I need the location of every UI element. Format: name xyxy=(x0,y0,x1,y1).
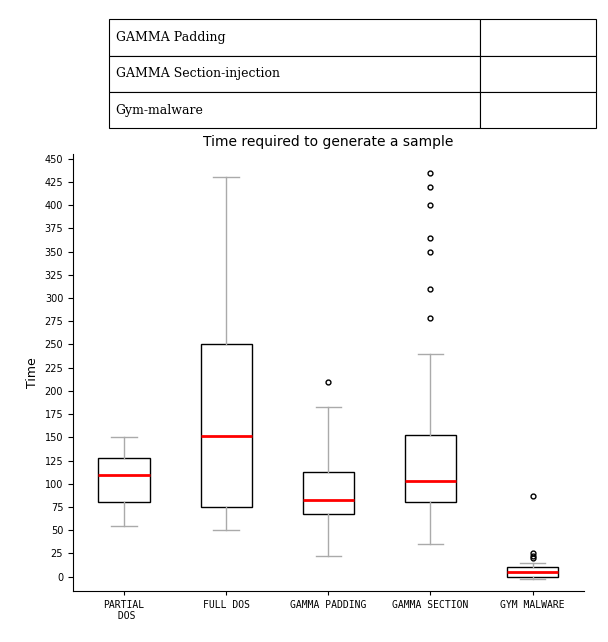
PathPatch shape xyxy=(98,458,150,503)
Text: Gym-malware: Gym-malware xyxy=(116,104,204,117)
PathPatch shape xyxy=(405,435,456,503)
Bar xyxy=(480,19,596,56)
Text: GAMMA Padding: GAMMA Padding xyxy=(116,31,225,44)
PathPatch shape xyxy=(303,472,354,514)
Title: Time required to generate a sample: Time required to generate a sample xyxy=(203,135,454,149)
Bar xyxy=(109,56,480,92)
Bar xyxy=(109,92,480,128)
Bar xyxy=(109,19,480,56)
Bar xyxy=(480,92,596,128)
PathPatch shape xyxy=(201,345,252,507)
PathPatch shape xyxy=(507,568,558,577)
Text: GAMMA Section-injection: GAMMA Section-injection xyxy=(116,67,280,80)
Bar xyxy=(480,56,596,92)
Y-axis label: Time: Time xyxy=(26,357,39,388)
